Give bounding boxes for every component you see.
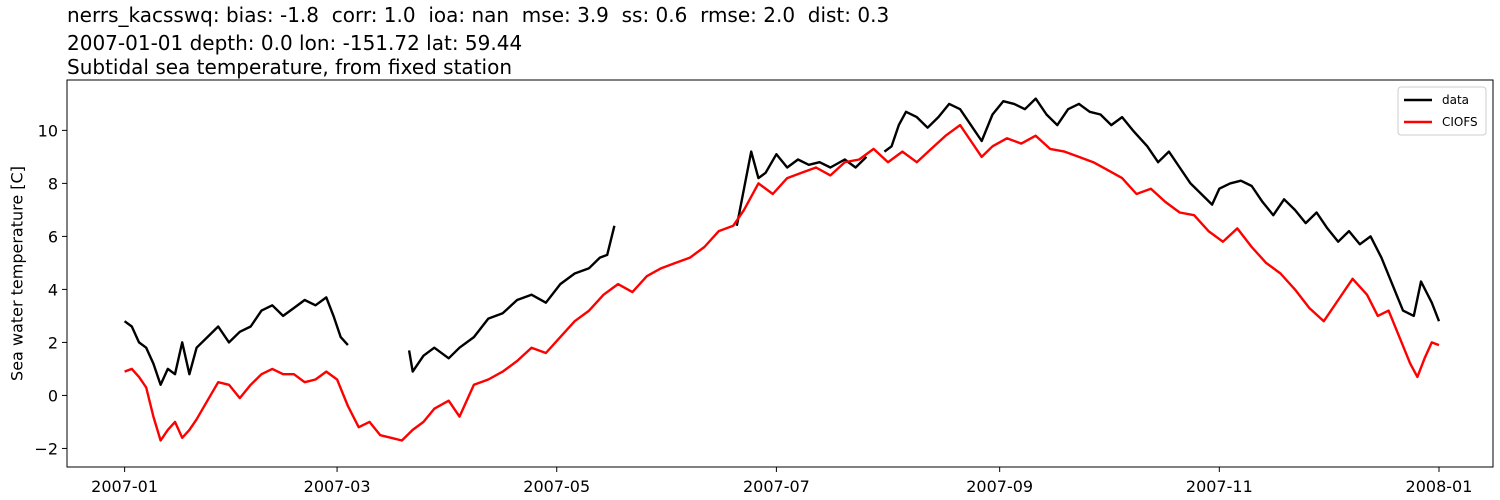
series-ciofs-line-1 — [124, 123, 1440, 442]
series-data-line-2 — [407, 225, 616, 373]
y-tick-label: 2 — [48, 333, 58, 352]
y-tick-label: 0 — [48, 386, 58, 405]
y-axis-label: Sea water temperature [C] — [8, 166, 27, 381]
plot-lines — [123, 97, 1441, 442]
plot-frame — [66, 79, 1494, 468]
legend: data CIOFS — [1397, 86, 1487, 136]
x-tick-label: 2007-03 — [304, 477, 371, 496]
series-data-line-4 — [883, 97, 1441, 322]
x-tick-label: 2007-05 — [523, 477, 590, 496]
y-axis: −2 0 2 4 6 8 10 — [34, 121, 67, 458]
y-tick-label: 6 — [48, 227, 58, 246]
chart-title-line-3: Subtidal sea temperature, from fixed sta… — [67, 55, 512, 79]
y-tick-label: −2 — [34, 439, 58, 458]
series-data-line-3 — [735, 150, 868, 227]
x-tick-label: 2007-01 — [91, 477, 158, 496]
x-tick-label: 2007-07 — [743, 477, 810, 496]
x-axis: 2007-01 2007-03 2007-05 2007-07 2007-09 2007-… — [91, 467, 1472, 496]
legend-label-data: data — [1442, 93, 1469, 107]
x-tick-label: 2007-09 — [966, 477, 1033, 496]
x-tick-label: 2007-11 — [1186, 477, 1253, 496]
y-tick-label: 10 — [38, 121, 58, 140]
y-tick-label: 8 — [48, 174, 58, 193]
chart-title-line-2: 2007-01-01 depth: 0.0 lon: -151.72 lat: … — [67, 31, 523, 55]
x-tick-label: 2008-01 — [1406, 477, 1473, 496]
y-tick-label: 4 — [48, 280, 58, 299]
chart-title-line-1: nerrs_kacsswq: bias: -1.8 corr: 1.0 ioa:… — [67, 3, 890, 27]
legend-label-ciofs: CIOFS — [1442, 115, 1478, 129]
series-data-line-1 — [123, 296, 349, 386]
